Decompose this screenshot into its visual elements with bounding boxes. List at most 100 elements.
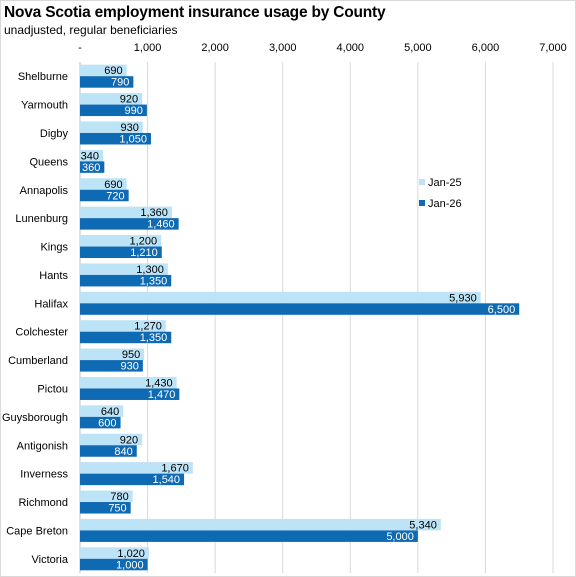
data-label: 1,350 (140, 332, 168, 344)
chart-title: Nova Scotia employment insurance usage b… (4, 4, 386, 21)
data-label: 920 (120, 94, 138, 106)
x-tick-label: 7,000 (539, 42, 567, 54)
bar-jan-25 (80, 149, 103, 162)
category-label: Cape Breton (6, 525, 68, 537)
category-label: Yarmouth (21, 100, 68, 112)
data-label: 1,540 (153, 474, 181, 486)
data-label: 930 (120, 122, 138, 134)
bar-jan-25 (80, 547, 149, 559)
bar-jan-25 (80, 348, 145, 361)
bar-jan-26 (80, 360, 143, 372)
data-label: 1,270 (134, 321, 162, 333)
bar-jan-26 (80, 132, 151, 145)
data-label: 780 (110, 491, 128, 503)
data-labels: 6907909209909301,0503403606907201,3601,4… (81, 65, 516, 571)
bar-jan-25 (80, 235, 162, 247)
bar-jan-26 (80, 388, 180, 400)
x-tick-label: 5,000 (404, 42, 432, 54)
bar-jan-25 (80, 93, 143, 105)
data-label: 1,470 (148, 389, 176, 401)
category-label: Hants (39, 270, 68, 282)
bar-jan-25 (80, 206, 172, 219)
legend-swatch (419, 200, 425, 206)
bars (80, 64, 520, 571)
category-label: Halifax (34, 298, 68, 310)
category-label: Shelburne (18, 71, 68, 83)
bar-jan-26 (80, 161, 105, 173)
data-label: 1,460 (147, 219, 175, 231)
bar-jan-26 (80, 416, 121, 429)
data-label: 690 (104, 179, 122, 191)
data-label: 1,350 (140, 275, 168, 287)
bar-jan-26 (80, 530, 418, 542)
data-label: 600 (98, 417, 116, 429)
bar-jan-25 (80, 490, 133, 503)
bar-jan-25 (80, 320, 166, 332)
data-label: 720 (106, 190, 124, 202)
data-label: 920 (120, 434, 138, 446)
data-label: 5,000 (386, 531, 414, 543)
bar-jan-25 (80, 462, 193, 474)
x-tick-label: 1,000 (134, 42, 162, 54)
x-tick-label: 3,000 (269, 42, 297, 54)
data-label: 840 (114, 446, 132, 458)
legend-label: Jan-25 (428, 177, 462, 189)
bar-jan-25 (80, 291, 481, 304)
bar-jan-25 (80, 64, 127, 77)
bar-jan-26 (80, 76, 134, 88)
category-label: Digby (40, 128, 69, 140)
bar-jan-25 (80, 376, 177, 389)
data-label: 1,000 (116, 559, 144, 571)
bar-jan-26 (80, 473, 185, 486)
data-label: 5,930 (449, 292, 477, 304)
category-labels: Shelburne Yarmouth Digby Queens Annapolis Lun… (2, 71, 69, 566)
bar-jan-25 (80, 433, 143, 446)
bar-jan-26 (80, 189, 129, 202)
category-label: Colchester (15, 327, 68, 339)
x-tick-label: - (78, 42, 82, 54)
category-label: Annapolis (20, 185, 69, 197)
bar-jan-26 (80, 246, 162, 259)
category-label: Queens (29, 156, 68, 168)
data-label: 640 (101, 406, 119, 418)
x-tick-label: 6,000 (472, 42, 500, 54)
bar-jan-26 (80, 558, 148, 571)
bar-jan-25 (80, 405, 124, 417)
data-label: 1,360 (140, 207, 168, 219)
grid-lines (79, 62, 554, 573)
data-label: 990 (125, 105, 143, 117)
data-label: 1,210 (130, 247, 158, 259)
bar-jan-26 (80, 331, 172, 344)
chart-subtitle: unadjusted, regular beneficiaries (4, 23, 178, 37)
category-label: Guysborough (2, 412, 68, 424)
bar-jan-25 (80, 178, 127, 190)
x-tick-label: 4,000 (337, 42, 365, 54)
category-label: Kings (40, 242, 68, 254)
data-label: 1,200 (130, 236, 158, 248)
category-label: Richmond (18, 497, 68, 509)
data-label: 750 (108, 503, 126, 515)
data-label: 1,670 (161, 463, 189, 475)
category-label: Cumberland (8, 355, 68, 367)
x-tick-label: 2,000 (201, 42, 229, 54)
category-label: Lunenburg (15, 213, 68, 225)
category-label: Victoria (32, 554, 69, 566)
legend-swatch (419, 179, 425, 185)
data-label: 340 (81, 150, 99, 162)
bar-jan-26 (80, 303, 520, 315)
bar-jan-25 (80, 263, 168, 275)
category-label: Pictou (37, 383, 68, 395)
legend-label: Jan-26 (428, 198, 462, 210)
category-label: Antigonish (17, 440, 68, 452)
data-label: 6,500 (488, 304, 516, 316)
data-label: 690 (104, 65, 122, 77)
data-label: 5,340 (409, 519, 437, 531)
data-label: 950 (122, 349, 140, 361)
bar-jan-25 (80, 518, 441, 531)
bar-jan-26 (80, 502, 131, 514)
legend: Jan-25 Jan-26 (419, 177, 462, 210)
data-label: 1,300 (136, 264, 164, 276)
bar-jan-26 (80, 274, 172, 287)
data-label: 1,050 (119, 133, 147, 145)
